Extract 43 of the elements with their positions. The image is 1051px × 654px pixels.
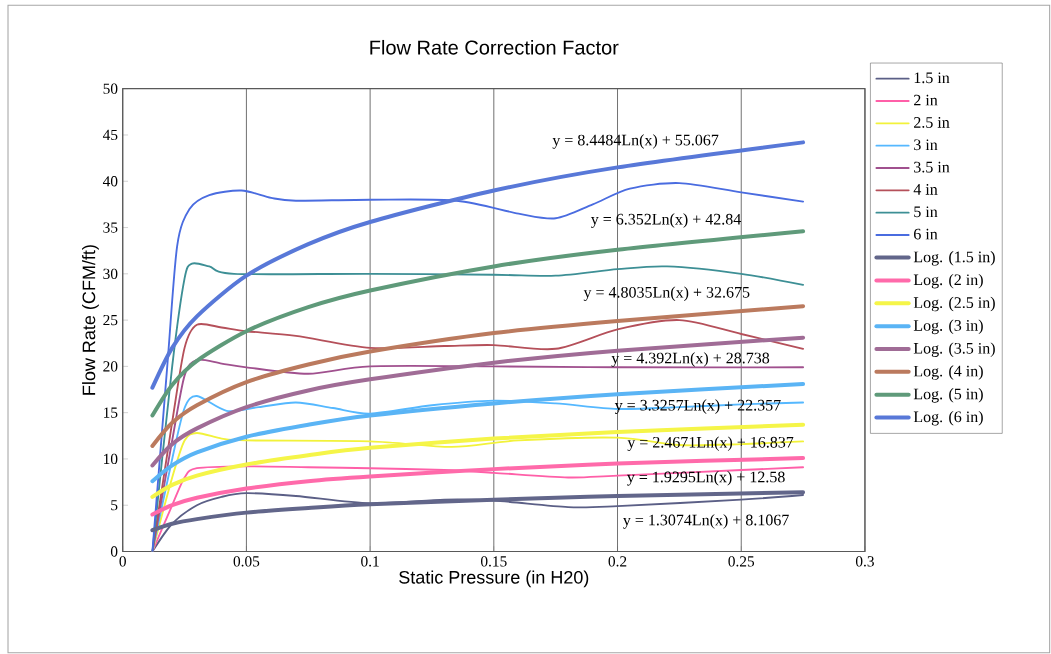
legend-label: 1.5 in	[914, 72, 950, 84]
legend-label: 6 in	[914, 228, 938, 240]
legend-label: 2 in	[914, 94, 938, 106]
legend-label: Log. (1.5 in)	[913, 251, 995, 266]
legend-label: Log. (5 in)	[913, 388, 983, 403]
y-tick-label: 30	[103, 268, 118, 280]
x-tick-label: 0.1	[361, 556, 379, 567]
annotation: y = 6.352Ln(x) + 42.84	[590, 213, 742, 229]
x-tick-label: 0.15	[480, 556, 507, 567]
annotation: y = 1.3074Ln(x) + 8.1067	[623, 514, 789, 529]
annotation: y = 4.392Ln(x) + 28.738	[611, 352, 770, 367]
y-tick-label: 25	[103, 315, 118, 326]
legend-label: 5 in	[914, 206, 938, 218]
y-axis-title: Flow Rate (CFM/ft)	[82, 245, 99, 395]
y-tick-label: 5	[111, 500, 118, 511]
y-tick-label: 15	[104, 407, 118, 419]
x-tick-label: 0.2	[608, 556, 627, 567]
x-tick-label: 0.05	[233, 556, 260, 567]
y-tick-label: 45	[102, 130, 118, 141]
x-tick-label: 0	[119, 556, 126, 567]
y-tick-label: 20	[103, 361, 118, 372]
legend-label: Log. (2.5 in)	[913, 296, 995, 312]
y-tick-label: 50	[103, 83, 118, 95]
legend-label: Log. (3.5 in)	[913, 342, 995, 358]
legend-label: 3.5 in	[914, 161, 950, 173]
y-tick-label: 40	[102, 176, 118, 187]
annotation: y = 1.9295Ln(x) + 12.58	[627, 471, 785, 486]
legend-label: Log. (6 in)	[913, 411, 983, 426]
annotation: y = 4.8035Ln(x) + 32.675	[583, 286, 750, 302]
y-tick-label: 35	[103, 222, 118, 233]
legend-label: Log. (4 in)	[913, 365, 983, 381]
legend-label: 3 in	[914, 139, 938, 151]
legend-label: 4 in	[913, 184, 938, 195]
chart-title: Flow Rate Correction Factor	[370, 40, 619, 55]
legend-label: Log. (2 in)	[913, 274, 983, 289]
legend-label: Log. (3 in)	[913, 319, 983, 335]
y-tick-label: 0	[110, 546, 118, 557]
annotation: y = 8.4484Ln(x) + 55.067	[552, 134, 719, 149]
legend-label: 2.5 in	[914, 117, 950, 129]
y-tick-label: 10	[104, 454, 118, 465]
x-tick-label: 0.25	[728, 556, 755, 567]
x-tick-label: 0.3	[855, 556, 874, 567]
x-axis-title: Static Pressure (in H20)	[399, 570, 589, 588]
